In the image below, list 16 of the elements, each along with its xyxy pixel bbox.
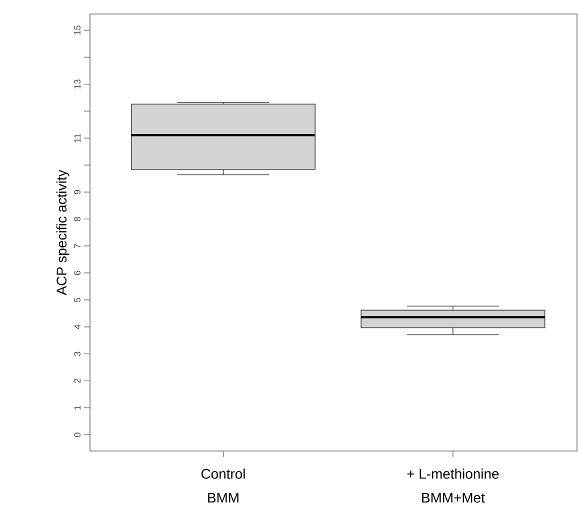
x-tick-label: Control BMM: [201, 468, 245, 503]
y-tick-label: 5: [74, 298, 80, 302]
y-tick-label: 1: [74, 406, 80, 410]
y-axis-title: ACP specific activity: [56, 170, 70, 296]
y-tick-label: 2: [74, 378, 80, 383]
y-tick-label: 8: [74, 216, 80, 222]
y-tick-label: 11: [74, 134, 80, 142]
y-tick-label: 15: [74, 26, 80, 34]
y-tick-label: 9: [74, 190, 80, 194]
y-tick-label: 6: [74, 270, 80, 275]
y-tick-label: 13: [74, 80, 80, 88]
y-tick-label: 7: [74, 244, 80, 248]
y-tick-label: 3: [74, 352, 80, 356]
y-tick-label: 0: [74, 432, 80, 437]
x-tick-label: + L-methionine BMM+Met: [407, 468, 499, 503]
y-tick-label: 4: [74, 324, 80, 330]
